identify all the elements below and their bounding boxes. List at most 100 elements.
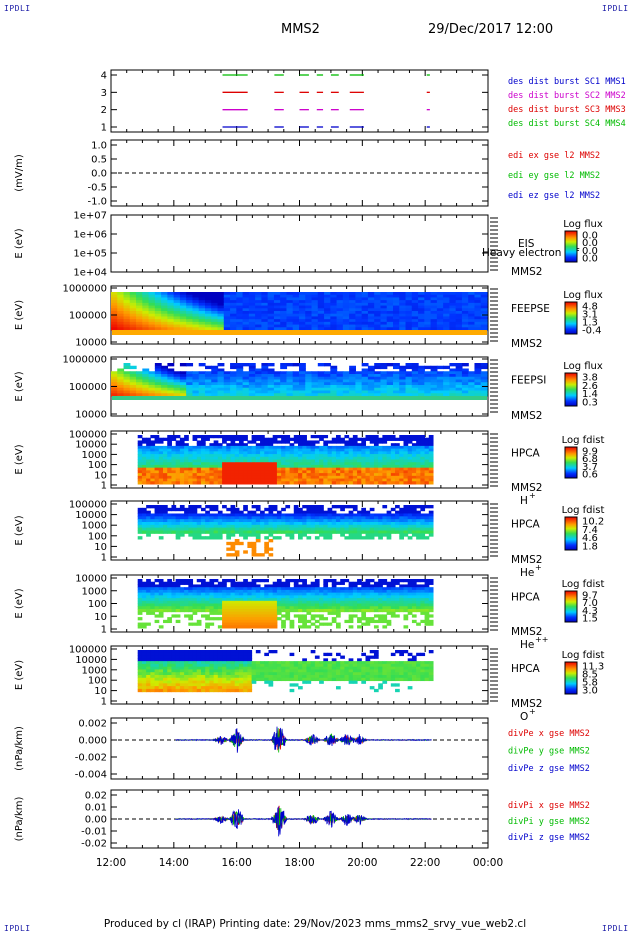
spectrogram-cell [319, 614, 324, 618]
spectrogram-cell [298, 470, 303, 474]
spectrogram-cell [293, 481, 299, 485]
spectrogram-cell [242, 294, 250, 299]
spectrogram-cell [302, 475, 307, 480]
spectrogram-cell [373, 516, 379, 520]
spectrogram-cell [378, 459, 383, 463]
spectrogram-cell [461, 316, 469, 320]
spectrogram-cell [264, 437, 269, 441]
spectrogram-cell [234, 456, 240, 460]
spectrogram-cell [141, 467, 147, 471]
spectrogram-cell [386, 305, 394, 309]
spectrogram-cell [280, 292, 288, 296]
spectrogram-cell [184, 530, 189, 534]
spectrogram-cell [123, 376, 131, 381]
spectrogram-cell [158, 440, 164, 444]
spectrogram-cell [348, 598, 354, 602]
spectrogram-cell [272, 481, 278, 485]
spectrogram-cell [260, 437, 265, 441]
spectrogram-cell [474, 365, 482, 370]
spectrogram-cell [148, 319, 156, 323]
spectrogram-cell [137, 587, 143, 591]
spectrogram-cell [255, 376, 262, 381]
spectrogram-cell [395, 522, 400, 526]
spectrogram-cell [424, 516, 430, 520]
spectrogram-cell [378, 464, 383, 469]
spectrogram-cell [393, 379, 400, 383]
spectrogram-cell [161, 393, 168, 397]
spectrogram-cell [407, 598, 413, 602]
spectrogram-cell [418, 379, 425, 383]
spectrogram-cell [480, 374, 488, 378]
spectrogram-cell [369, 608, 375, 613]
spectrogram-cell [285, 462, 291, 466]
spectrogram-cell [348, 456, 354, 460]
y-tick-label: 1 [101, 481, 107, 492]
spectrogram-cell [327, 467, 333, 471]
spectrogram-cell [179, 505, 185, 509]
spectrogram-cell [340, 522, 345, 526]
spectrogram-cell [211, 297, 219, 301]
spectrogram-cell [255, 445, 261, 450]
spectrogram-cell [217, 294, 225, 299]
spectrogram-cell [335, 600, 341, 604]
spectrogram-cell [188, 516, 194, 520]
spectrogram-cell [209, 598, 215, 602]
spectrogram-cell [411, 581, 417, 585]
spectrogram-cell [167, 581, 172, 585]
spectrogram-cell [378, 456, 383, 460]
spectrogram-cell [349, 302, 356, 307]
spectrogram-cell [407, 481, 413, 485]
spectrogram-cell [403, 505, 409, 509]
spectrogram-cell [264, 550, 269, 554]
spectrogram-cell [150, 595, 156, 599]
spectrogram-cell [418, 313, 425, 318]
spectrogram-cell [281, 470, 286, 474]
spectrogram-cell [298, 600, 303, 604]
spectrogram-cell [298, 435, 303, 439]
spectrogram-cell [251, 595, 257, 599]
spectrogram-cell [480, 297, 488, 301]
spectrogram-cell [373, 464, 379, 469]
spectrogram-cell [217, 316, 225, 320]
spectrogram-cell [268, 475, 274, 480]
spectrogram-cell [335, 592, 341, 596]
spectrogram-cell [390, 513, 396, 517]
spectrogram-cell [314, 516, 320, 520]
spectrogram-cell [211, 316, 219, 320]
spectrogram-cell [255, 481, 261, 485]
spectrogram-cell [405, 313, 413, 318]
spectrogram-cell [336, 297, 344, 301]
spectrogram-cell [310, 595, 316, 599]
spectrogram-cell [238, 470, 244, 474]
spectrogram-cell [255, 470, 261, 474]
spectrogram-cell [327, 456, 333, 460]
spectrogram-cell [255, 324, 262, 328]
spectrogram-cell [420, 536, 426, 540]
spectrogram-cell [340, 519, 345, 523]
spectrogram-cell [428, 516, 434, 520]
spectrogram-cell [205, 600, 210, 604]
spectrogram-cell [299, 371, 306, 375]
spectrogram-cell [171, 445, 177, 450]
spectrogram-cell [223, 311, 231, 315]
spectrogram-cell [416, 533, 421, 537]
spectrogram-cell [285, 519, 291, 523]
spectrogram-cell [276, 603, 282, 607]
spectrogram-cell [179, 390, 187, 394]
spectrogram-cell [361, 393, 369, 397]
spectrogram-cell [247, 611, 253, 615]
spectrogram-cell [146, 533, 151, 537]
spectrogram-cell [184, 603, 189, 607]
spectrogram-cell [455, 390, 463, 394]
spectrogram-cell [205, 510, 210, 514]
colorbar-tick-label: -0.4 [582, 326, 602, 337]
spectrogram-cell [420, 579, 426, 583]
spectrogram-cell [298, 475, 303, 480]
spectrogram-cell [430, 385, 438, 389]
spectrogram-cell [171, 600, 177, 604]
spectrogram-cell [223, 294, 231, 299]
spectrogram-cell [188, 592, 194, 596]
spectrogram-cell [251, 603, 257, 607]
spectrogram-cell [211, 376, 219, 381]
spectrogram-cell [386, 462, 392, 466]
